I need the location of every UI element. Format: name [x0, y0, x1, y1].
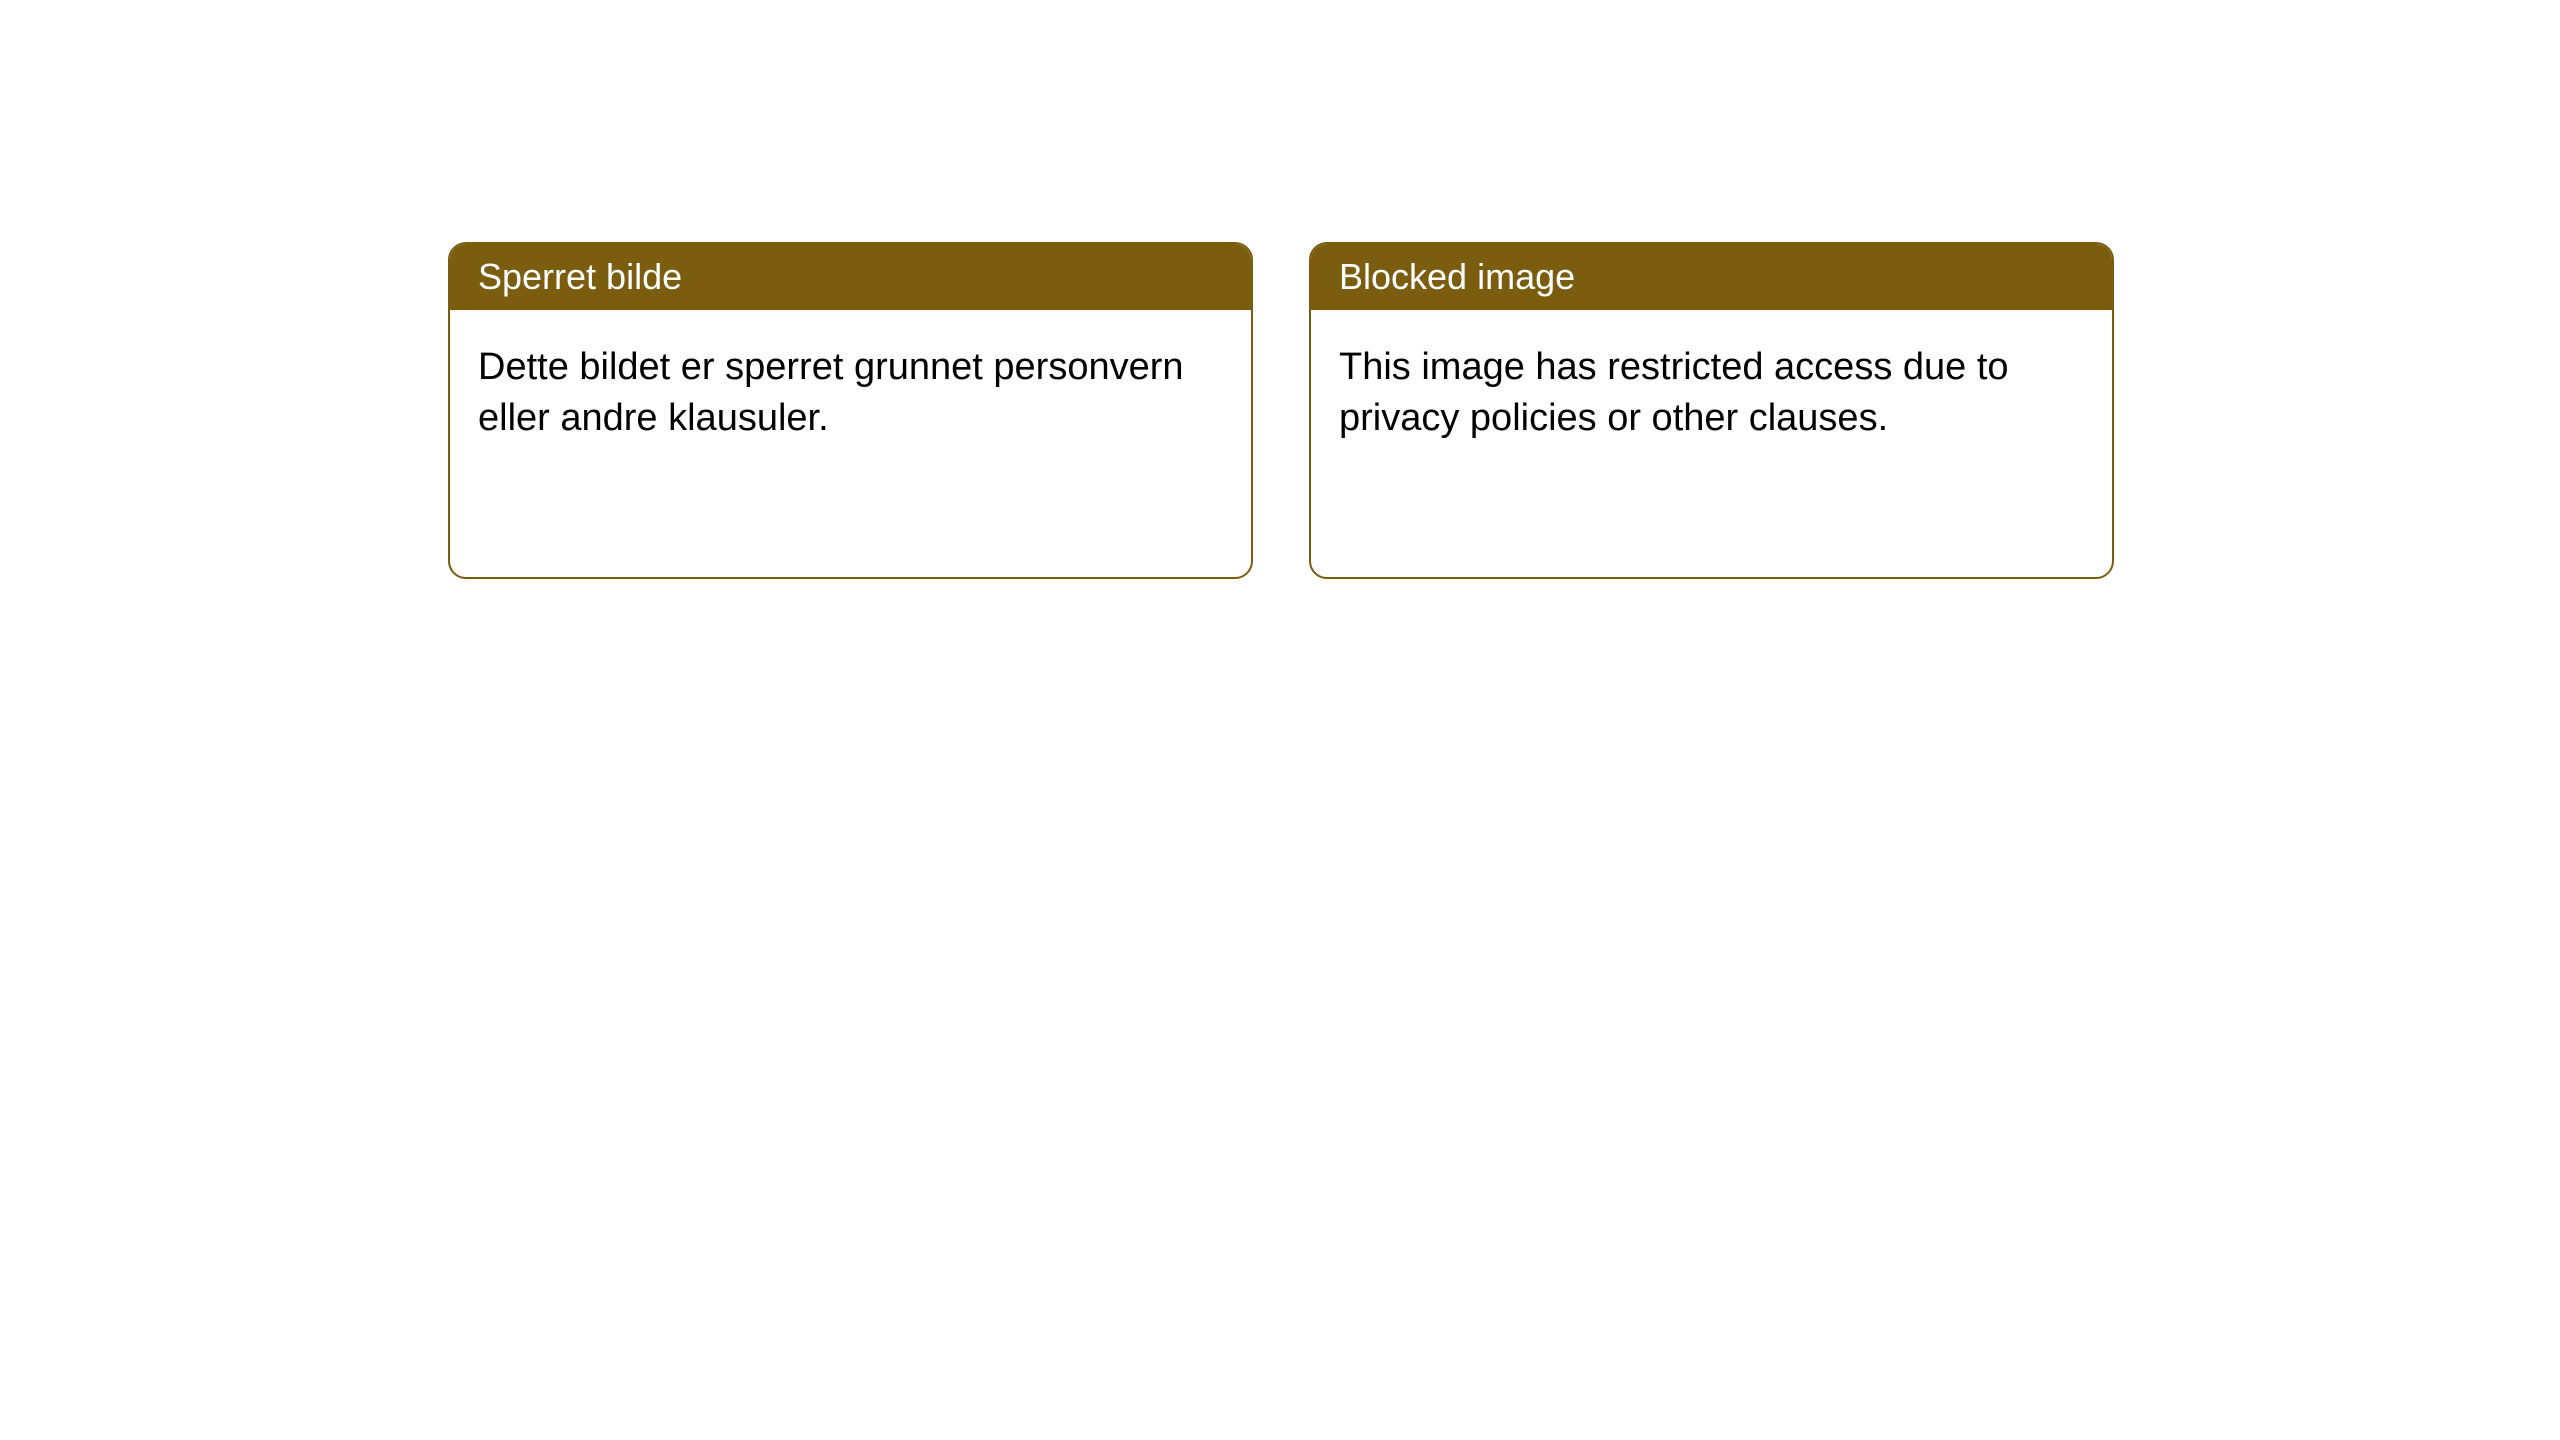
notice-card-norwegian: Sperret bilde Dette bildet er sperret gr… [448, 242, 1253, 579]
notice-card-title: Blocked image [1311, 244, 2112, 310]
notice-cards-container: Sperret bilde Dette bildet er sperret gr… [448, 242, 2114, 579]
notice-card-english: Blocked image This image has restricted … [1309, 242, 2114, 579]
notice-card-body: Dette bildet er sperret grunnet personve… [450, 310, 1251, 477]
notice-card-body: This image has restricted access due to … [1311, 310, 2112, 477]
notice-card-title: Sperret bilde [450, 244, 1251, 310]
